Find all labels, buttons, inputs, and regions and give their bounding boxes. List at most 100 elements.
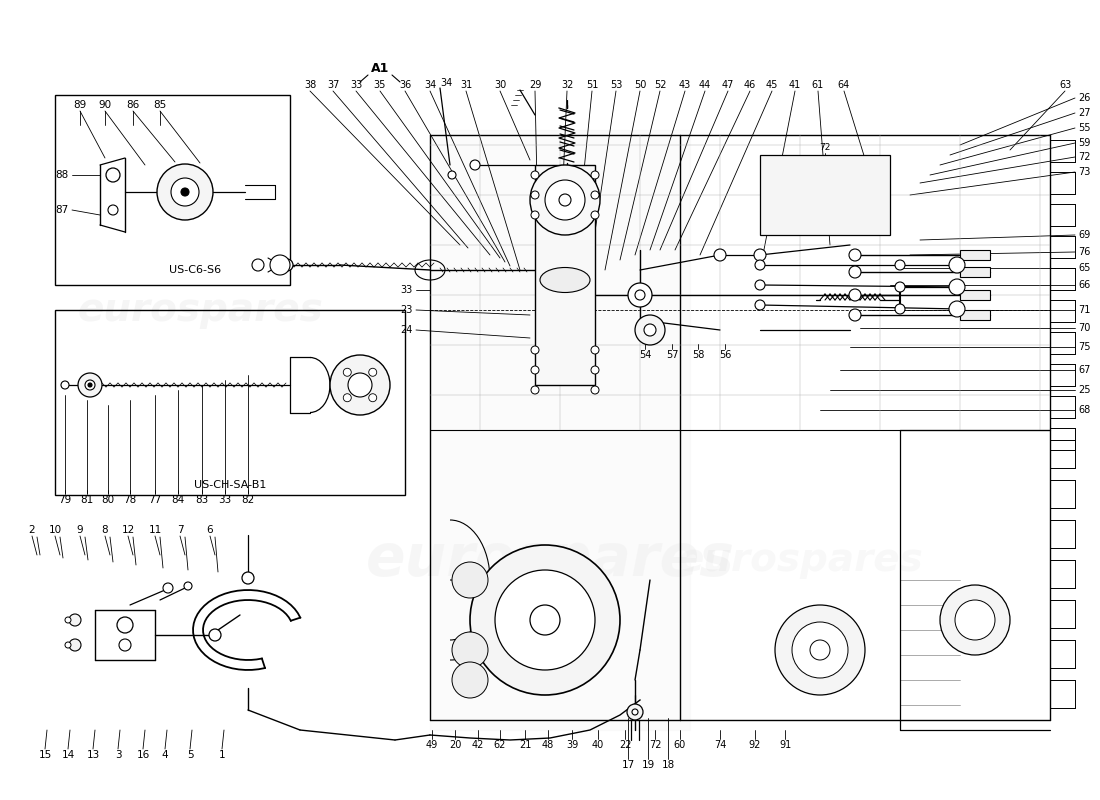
Text: 11: 11 (148, 525, 162, 535)
Circle shape (591, 346, 600, 354)
Text: 32: 32 (561, 80, 573, 90)
Circle shape (530, 605, 560, 635)
Text: 45: 45 (766, 80, 778, 90)
Circle shape (755, 300, 764, 310)
Text: 16: 16 (136, 750, 150, 760)
Text: 18: 18 (661, 760, 674, 770)
Circle shape (849, 289, 861, 301)
Circle shape (755, 260, 764, 270)
Circle shape (849, 309, 861, 321)
Circle shape (949, 279, 965, 295)
Text: 12: 12 (121, 525, 134, 535)
Text: 88: 88 (55, 170, 68, 180)
Circle shape (754, 249, 766, 261)
Text: 68: 68 (1078, 405, 1090, 415)
Text: 9: 9 (77, 525, 84, 535)
Text: 69: 69 (1078, 230, 1090, 240)
Text: 92: 92 (749, 740, 761, 750)
Bar (960, 250, 990, 260)
Bar (535, 165, 595, 385)
Text: 78: 78 (123, 495, 136, 505)
Circle shape (184, 582, 192, 590)
Text: 51: 51 (586, 80, 598, 90)
Text: 1: 1 (219, 750, 225, 760)
Text: 34: 34 (424, 80, 436, 90)
Circle shape (270, 255, 290, 275)
Text: 19: 19 (641, 760, 654, 770)
Text: 30: 30 (494, 80, 506, 90)
Circle shape (343, 368, 351, 376)
Text: 25: 25 (1078, 385, 1090, 395)
Text: 36: 36 (399, 80, 411, 90)
Text: 50: 50 (634, 80, 646, 90)
Circle shape (895, 282, 905, 292)
Circle shape (644, 324, 656, 336)
Text: 89: 89 (74, 100, 87, 110)
Circle shape (60, 381, 69, 389)
Circle shape (163, 583, 173, 593)
Text: 73: 73 (1078, 167, 1090, 177)
Circle shape (591, 211, 600, 219)
Circle shape (470, 545, 620, 695)
Circle shape (755, 280, 764, 290)
Circle shape (119, 639, 131, 651)
Circle shape (531, 346, 539, 354)
Circle shape (452, 632, 488, 668)
Circle shape (531, 386, 539, 394)
Text: US-C6-S6: US-C6-S6 (169, 265, 221, 275)
Text: 27: 27 (1078, 108, 1090, 118)
Bar (960, 310, 990, 320)
Text: 49: 49 (426, 740, 438, 750)
Circle shape (280, 259, 293, 271)
Text: 47: 47 (722, 80, 734, 90)
Circle shape (470, 160, 480, 170)
Text: 10: 10 (48, 525, 62, 535)
Text: 35: 35 (374, 80, 386, 90)
Text: 84: 84 (172, 495, 185, 505)
Circle shape (495, 570, 595, 670)
Text: 43: 43 (679, 80, 691, 90)
Text: 67: 67 (1078, 365, 1090, 375)
Text: 86: 86 (126, 100, 140, 110)
Text: 15: 15 (39, 750, 52, 760)
Text: 75: 75 (1078, 342, 1090, 352)
Text: 63: 63 (1059, 80, 1071, 90)
Circle shape (65, 642, 72, 648)
Circle shape (949, 257, 965, 273)
Text: 65: 65 (1078, 263, 1090, 273)
Circle shape (182, 188, 189, 196)
Text: 42: 42 (472, 740, 484, 750)
Circle shape (591, 191, 600, 199)
Text: eurospares: eurospares (365, 531, 735, 589)
Text: 62: 62 (494, 740, 506, 750)
Text: 72: 72 (1078, 152, 1090, 162)
Text: 87: 87 (55, 205, 68, 215)
Text: 41: 41 (789, 80, 801, 90)
Circle shape (849, 249, 861, 261)
Text: US-CH-SA-B1: US-CH-SA-B1 (194, 480, 266, 490)
Polygon shape (430, 130, 690, 730)
Text: 82: 82 (241, 495, 254, 505)
Circle shape (591, 171, 600, 179)
Text: 31: 31 (460, 80, 472, 90)
Text: 6: 6 (207, 525, 213, 535)
Text: 83: 83 (196, 495, 209, 505)
Text: 70: 70 (1078, 323, 1090, 333)
Text: 66: 66 (1078, 280, 1090, 290)
Text: 61: 61 (812, 80, 824, 90)
Circle shape (69, 639, 81, 651)
Bar (760, 155, 890, 235)
Circle shape (531, 211, 539, 219)
Circle shape (348, 373, 372, 397)
Circle shape (810, 640, 830, 660)
Circle shape (157, 164, 213, 220)
Circle shape (632, 709, 638, 715)
Circle shape (792, 622, 848, 678)
Text: 7: 7 (177, 525, 184, 535)
Text: 14: 14 (62, 750, 75, 760)
Text: A1: A1 (371, 62, 389, 74)
Text: 85: 85 (153, 100, 166, 110)
Text: 40: 40 (592, 740, 604, 750)
Text: 55: 55 (1078, 123, 1090, 133)
Circle shape (714, 249, 726, 261)
